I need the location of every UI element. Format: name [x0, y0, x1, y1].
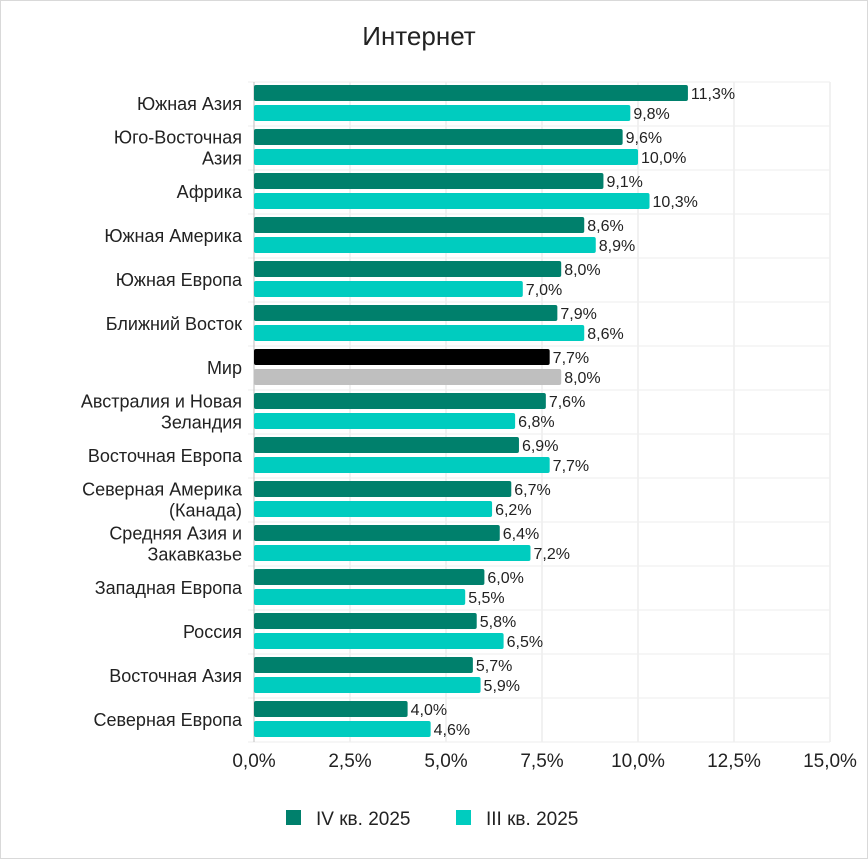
category-label: Африка: [177, 182, 243, 202]
data-label: 8,0%: [564, 262, 600, 279]
x-axis-ticks: 0,0% 2,5% 5,0% 7,5% 10,0% 12,5% 15,0%: [232, 751, 857, 772]
bar: [254, 149, 638, 165]
data-label: 6,8%: [518, 414, 554, 431]
bar: [254, 105, 631, 121]
bar: [254, 129, 623, 145]
category-label: Южная Азия: [137, 94, 242, 114]
bar: [254, 305, 558, 321]
data-label: 6,9%: [522, 438, 558, 455]
category-label: Мир: [207, 358, 242, 378]
bar: [254, 657, 473, 673]
x-tick-label: 0,0%: [232, 751, 275, 772]
data-label: 7,2%: [533, 546, 569, 563]
bar: [254, 437, 519, 453]
bar: [254, 613, 477, 629]
data-label: 11,3%: [691, 86, 735, 103]
data-label: 6,5%: [507, 634, 543, 651]
x-tick-label: 12,5%: [707, 751, 761, 772]
bar: [254, 281, 523, 297]
bar: [254, 721, 431, 737]
bar: [254, 369, 562, 385]
data-label: 7,7%: [553, 458, 589, 475]
category-label: Средняя Азия и Закавказье: [109, 524, 242, 565]
data-label: 7,7%: [553, 350, 589, 367]
x-tick-label: 5,0%: [424, 751, 467, 772]
x-tick-label: 2,5%: [328, 751, 371, 772]
bar: [254, 701, 408, 717]
bar: [254, 677, 481, 693]
data-label: 6,2%: [495, 502, 531, 519]
data-label: 9,1%: [606, 174, 642, 191]
bar: [254, 217, 585, 233]
data-label: 7,6%: [549, 394, 585, 411]
data-label: 7,0%: [526, 282, 562, 299]
chart-title: Интернет: [362, 21, 476, 51]
category-label: Северная Америка (Канада): [82, 480, 243, 521]
legend-label: III кв. 2025: [486, 809, 578, 830]
data-label: 5,8%: [480, 614, 516, 631]
bar: [254, 261, 562, 277]
data-label: 6,4%: [503, 526, 539, 543]
category-label: Северная Европа: [94, 710, 243, 730]
legend-swatch: [286, 810, 301, 825]
bar: [254, 457, 550, 473]
data-label: 5,9%: [484, 678, 520, 695]
bar: [254, 525, 500, 541]
bars: 11,3%9,8%9,6%10,0%9,1%10,3%8,6%8,9%8,0%7…: [254, 85, 735, 739]
category-label: Россия: [183, 622, 242, 642]
bar: [254, 545, 531, 561]
category-label: Восточная Европа: [88, 446, 243, 466]
category-label: Юго-Восточная Азия: [114, 128, 242, 169]
gridlines: [248, 81, 831, 743]
bar: [254, 85, 688, 101]
x-tick-label: 7,5%: [520, 751, 563, 772]
bar: [254, 569, 485, 585]
x-tick-label: 15,0%: [803, 751, 857, 772]
data-label: 9,8%: [633, 106, 669, 123]
bar: [254, 481, 512, 497]
legend-label: IV кв. 2025: [316, 809, 410, 830]
bar: [254, 193, 650, 209]
category-label: Австралия и Новая Зеландия: [81, 392, 242, 433]
data-label: 8,6%: [587, 326, 623, 343]
bar: [254, 413, 516, 429]
data-label: 6,0%: [487, 570, 523, 587]
bar: [254, 589, 466, 605]
bar: [254, 633, 504, 649]
data-label: 7,9%: [560, 306, 596, 323]
category-label: Ближний Восток: [106, 314, 242, 334]
bar: [254, 237, 596, 253]
data-label: 8,6%: [587, 218, 623, 235]
bar: [254, 349, 550, 365]
category-label: Южная Европа: [116, 270, 243, 290]
data-label: 4,6%: [434, 722, 470, 739]
category-label: Восточная Азия: [109, 666, 242, 686]
bar: [254, 325, 585, 341]
data-label: 10,0%: [641, 150, 686, 167]
bar: [254, 173, 604, 189]
data-label: 8,0%: [564, 370, 600, 387]
data-label: 8,9%: [599, 238, 635, 255]
bar: [254, 501, 493, 517]
data-label: 5,5%: [468, 590, 504, 607]
data-label: 4,0%: [411, 702, 447, 719]
data-label: 9,6%: [626, 130, 662, 147]
bar: [254, 393, 546, 409]
x-tick-label: 10,0%: [611, 751, 665, 772]
category-label: Западная Европа: [95, 578, 243, 598]
legend: IV кв. 2025 III кв. 2025: [286, 809, 578, 830]
data-label: 6,7%: [514, 482, 550, 499]
data-label: 10,3%: [653, 194, 698, 211]
data-label: 5,7%: [476, 658, 512, 675]
category-labels: Южная Азия Юго-Восточная Азия Африка Южная А…: [81, 94, 243, 730]
category-label: Южная Америка: [104, 226, 243, 246]
legend-swatch: [456, 810, 471, 825]
